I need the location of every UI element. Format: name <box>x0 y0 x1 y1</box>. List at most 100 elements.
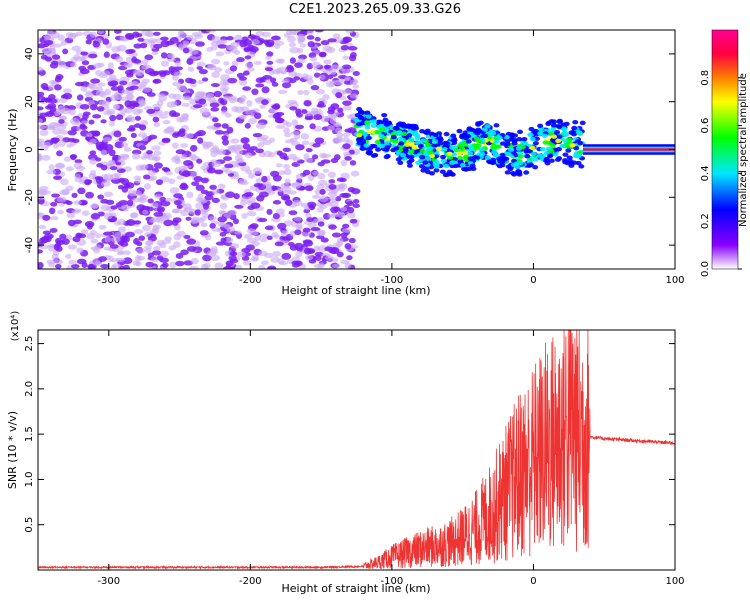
spectrogram-cell <box>335 92 343 99</box>
spectrogram-cell <box>295 124 304 130</box>
spectrogram-cell <box>328 179 336 184</box>
spectrogram-cell <box>89 158 97 165</box>
spectrogram-cell <box>39 188 48 196</box>
spectrogram-cell <box>191 31 202 37</box>
spectrogram-cell <box>80 85 88 92</box>
spectrogram-cell <box>321 153 332 158</box>
spectrogram-cell <box>95 69 103 76</box>
spectrogram-cell <box>324 246 334 252</box>
spectrogram-cell <box>316 207 324 213</box>
spectrogram-cell <box>550 134 557 139</box>
x-tick-label: -200 <box>239 275 262 286</box>
spectrogram-cell <box>572 119 579 125</box>
spectrogram-cell <box>541 133 548 138</box>
spectrogram-cell <box>283 127 290 134</box>
spectrogram-cell <box>220 74 230 82</box>
spectrogram-cell <box>229 251 238 257</box>
spectrogram-cell <box>212 117 219 123</box>
spectrogram-cell <box>217 216 228 223</box>
spectrogram-cell <box>237 158 245 164</box>
spectrogram-cell <box>556 156 563 161</box>
spectrogram-cell <box>283 168 292 176</box>
spectrogram-cell <box>474 131 481 136</box>
spectrogram-cell <box>306 62 314 70</box>
spectrogram-cell <box>424 142 431 148</box>
spectrogram-cell <box>133 123 142 128</box>
spectrogram-cell <box>282 195 291 201</box>
spectrogram-cell <box>107 62 114 69</box>
spectrogram-cell <box>87 83 95 89</box>
spectrogram-cell <box>340 172 350 180</box>
spectrogram-cell <box>67 244 78 250</box>
spectrogram-cell <box>176 204 183 210</box>
spectrogram-cell <box>329 80 336 87</box>
spectrogram-cell <box>234 230 242 235</box>
spectrogram-cell <box>288 190 297 195</box>
spectrogram-cell <box>214 169 224 175</box>
spectrogram-cell <box>504 170 511 175</box>
spectrogram-cell <box>221 123 229 129</box>
spectrogram-cell <box>61 238 70 245</box>
spectrogram-cell <box>370 123 377 129</box>
spectrogram-cell <box>198 68 208 75</box>
spectrogram-cell <box>230 243 240 249</box>
spectrogram-cell <box>318 179 328 186</box>
spectrogram-cell <box>138 98 146 105</box>
spectrogram-cell <box>408 154 415 160</box>
spectrogram-cell <box>449 163 456 169</box>
spectrogram-cell <box>147 198 154 204</box>
spectrogram-cell <box>397 160 404 166</box>
spectrogram-cell <box>199 230 209 236</box>
spectrogram-cell <box>201 112 212 119</box>
spectrogram-cell <box>171 142 179 149</box>
spectrogram-cell <box>312 143 321 148</box>
spectrogram-cell <box>295 144 305 151</box>
spectrogram-cell <box>396 130 403 135</box>
spectrogram-cell <box>90 78 101 84</box>
spectrogram-cell <box>443 163 450 169</box>
spectrogram-cell <box>573 145 580 151</box>
spectrogram-cell <box>342 132 351 138</box>
spectrogram-cell <box>277 58 285 64</box>
spectrogram-cell <box>280 182 290 189</box>
spectrogram-cell <box>456 155 463 161</box>
spectrogram-cell <box>51 54 61 60</box>
spectrogram-cell <box>133 59 142 64</box>
spectrogram-cell <box>245 244 255 251</box>
spectrogram-cell <box>170 100 178 108</box>
spectrogram-cell <box>304 116 314 121</box>
spectrogram-cell <box>53 243 61 251</box>
spectrogram-cell <box>242 143 251 150</box>
spectrogram-cell <box>79 56 87 62</box>
spectrogram-cell <box>578 164 585 169</box>
spectrogram-cell <box>262 75 273 80</box>
spectrogram-cell <box>240 137 250 144</box>
spectrogram-cell <box>336 251 344 258</box>
spectrogram-cell <box>240 94 247 102</box>
spectrogram-cell <box>549 143 556 148</box>
spectrogram-cell <box>418 164 425 169</box>
spectrogram-cell <box>159 257 169 263</box>
spectrogram-cell <box>76 258 87 265</box>
spectrogram-cell <box>132 153 141 160</box>
spectrogram-cell <box>189 171 198 177</box>
spectrogram-cell <box>398 141 405 146</box>
spectrogram-marks <box>38 30 675 269</box>
spectrogram-cell <box>479 151 486 157</box>
spectrogram-cell <box>88 53 98 59</box>
spectrogram-cell <box>100 198 109 204</box>
spectrogram-cell <box>186 238 196 245</box>
spectrogram-cell <box>284 199 293 206</box>
spectrogram-cell <box>331 232 342 238</box>
y-tick-label: 0.5 <box>24 517 35 533</box>
spectrogram-x-ticks: -300 -200 -100 0 100 <box>97 30 685 286</box>
spectrogram-cell <box>38 140 46 148</box>
spectrogram-cell <box>214 262 224 269</box>
spectrogram-cell <box>336 177 346 182</box>
spectrogram-cell <box>43 34 51 40</box>
spectrogram-cell <box>442 172 449 178</box>
spectrogram-cell <box>197 79 204 85</box>
spectrogram-cell <box>370 153 377 158</box>
spectrogram-cell <box>272 213 280 220</box>
spectrogram-cell <box>46 169 57 175</box>
